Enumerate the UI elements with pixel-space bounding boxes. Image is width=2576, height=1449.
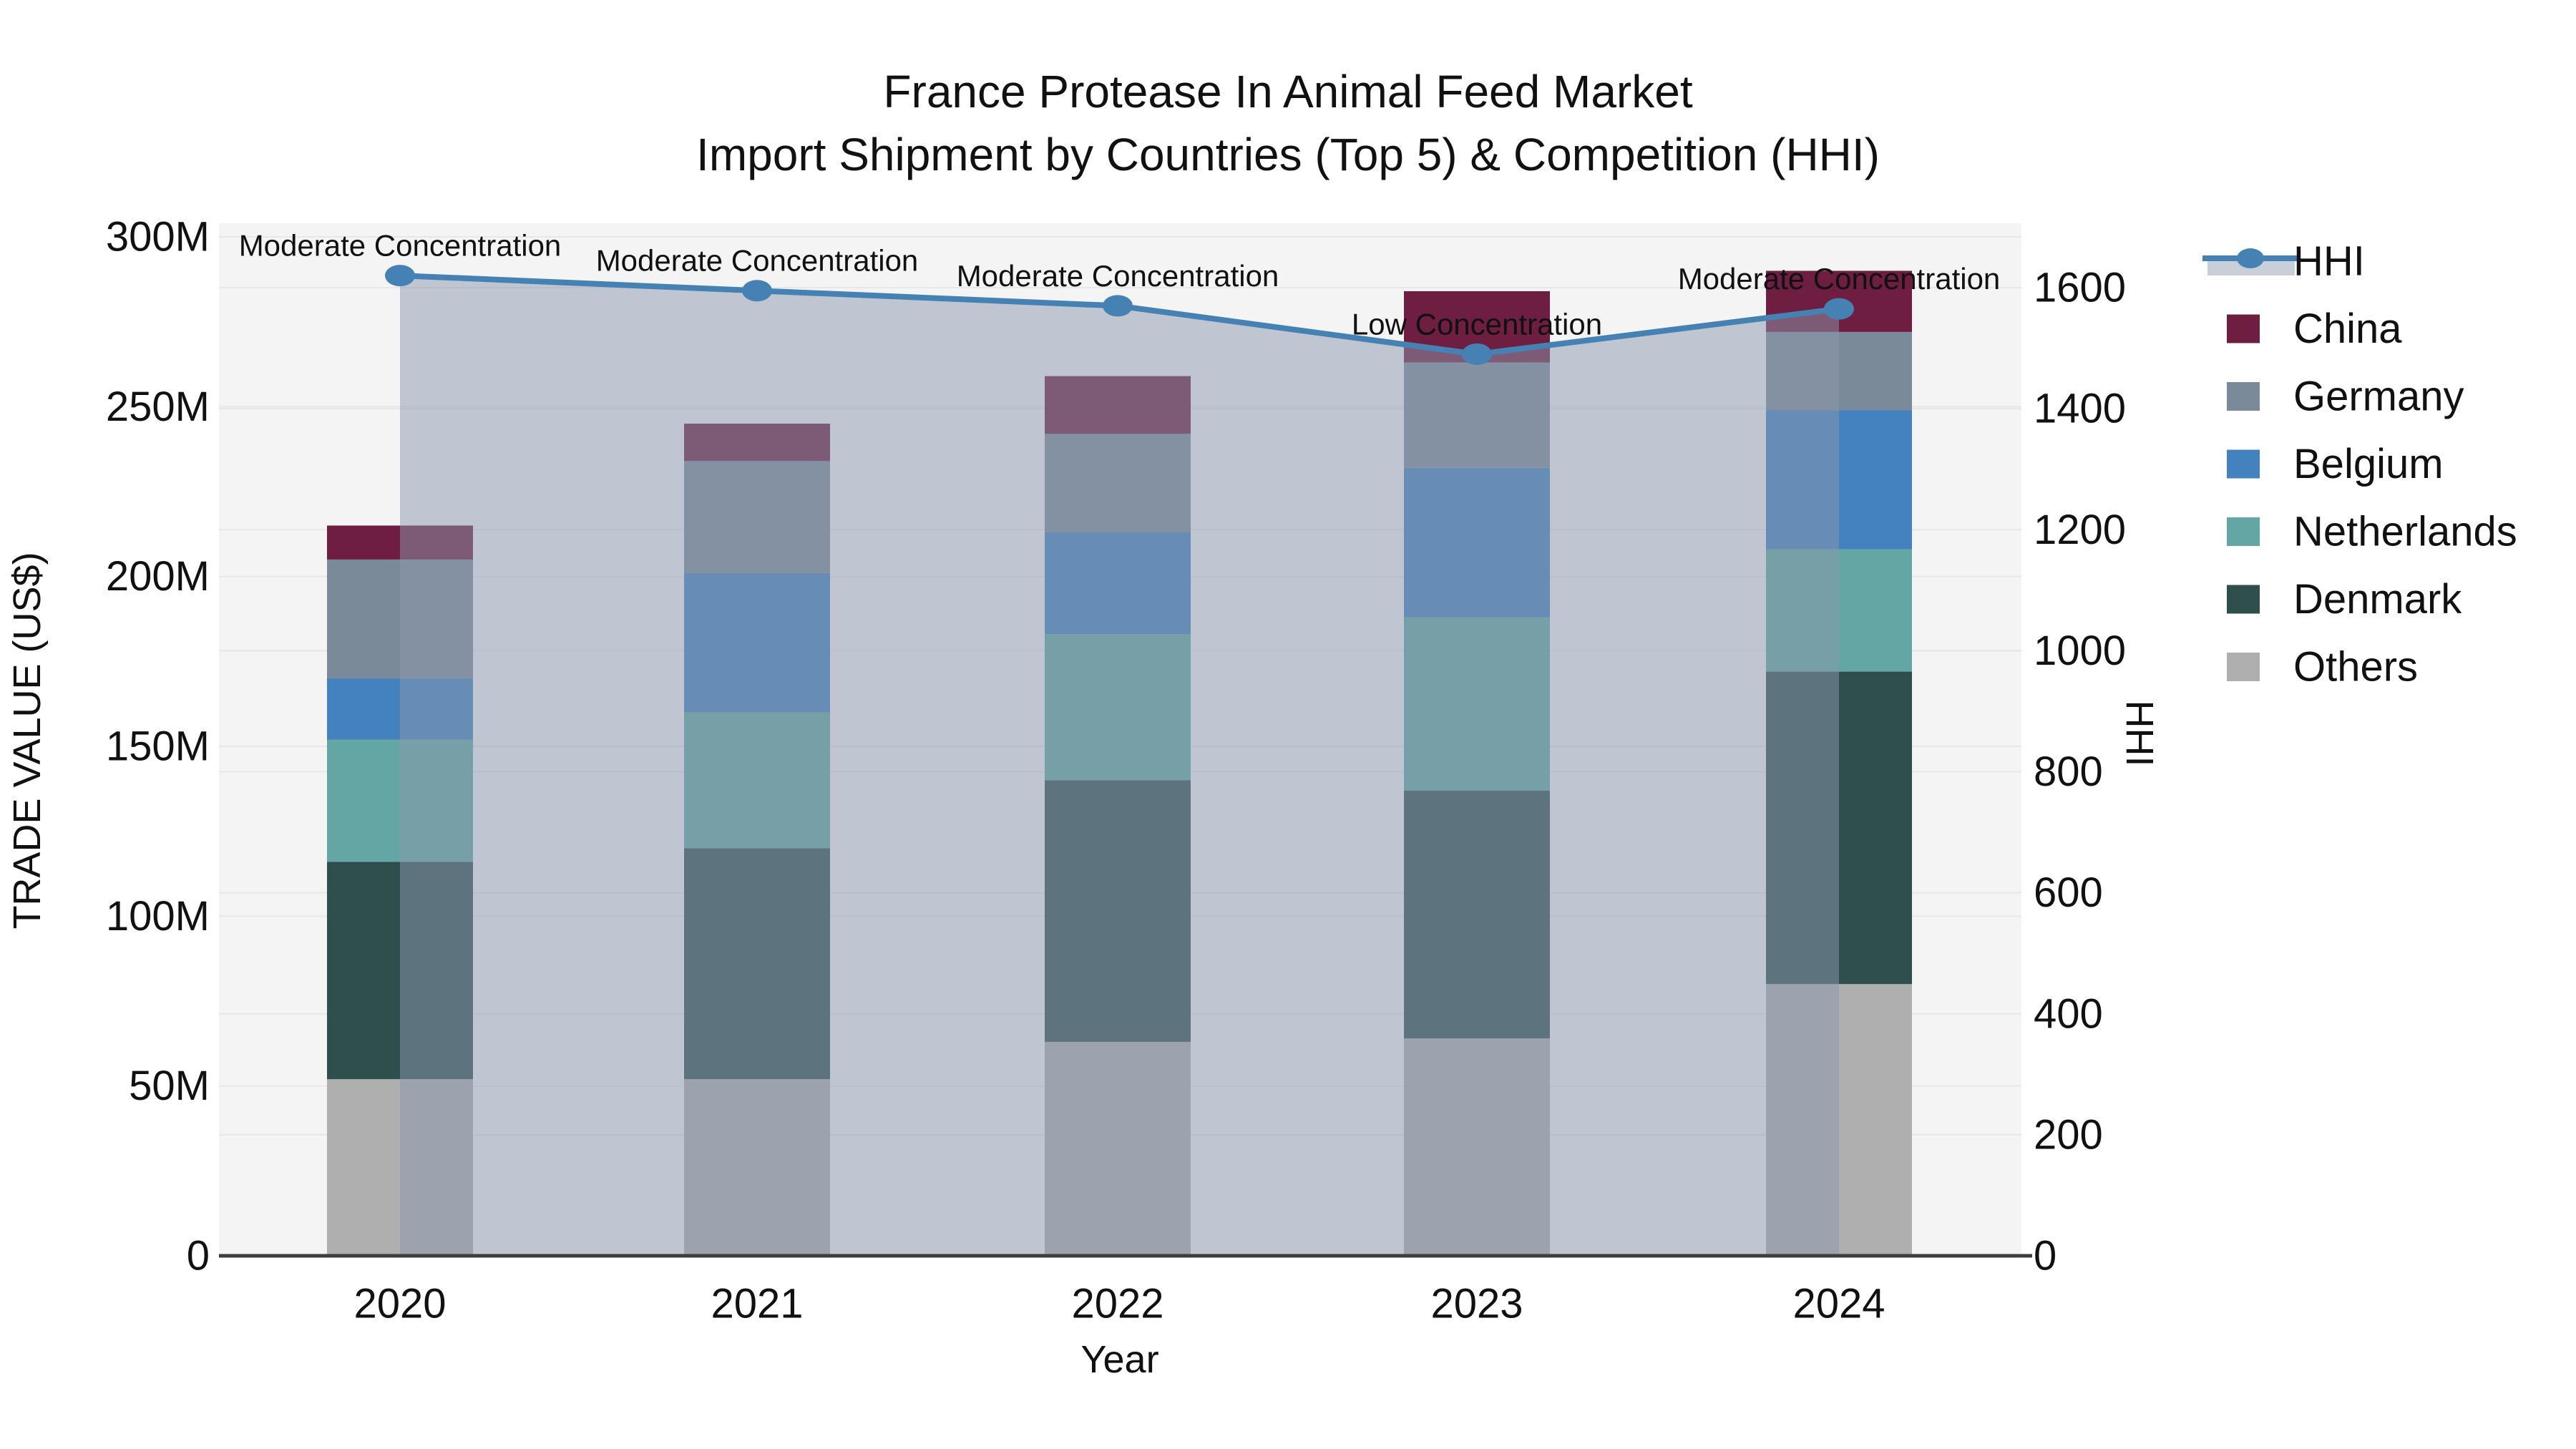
- left-tick-200M: 200M: [106, 553, 210, 600]
- annotation-2021: Moderate Concentration: [596, 244, 919, 278]
- x-axis-title: Year: [1080, 1338, 1159, 1381]
- x-tick-2020: 2020: [353, 1281, 446, 1327]
- right-axis-title: HHI: [2118, 700, 2161, 767]
- right-tick-1200: 1200: [2034, 507, 2126, 553]
- left-tick-300M: 300M: [106, 214, 210, 260]
- hhi-area-fill: [400, 275, 1839, 1256]
- right-tick-200: 200: [2034, 1111, 2103, 1158]
- legend-label-china: China: [2293, 306, 2402, 352]
- legend-item-netherlands[interactable]: Netherlands: [2227, 509, 2517, 555]
- right-tick-400: 400: [2034, 990, 2103, 1037]
- legend-swatch-netherlands: [2227, 517, 2260, 546]
- annotation-2020: Moderate Concentration: [239, 229, 562, 263]
- annotation-2023: Low Concentration: [1352, 308, 1602, 341]
- legend-swatch-china: [2227, 314, 2260, 343]
- legend-label-germany: Germany: [2293, 374, 2464, 420]
- legend-hhi-marker: [2237, 248, 2264, 268]
- left-tick-100M: 100M: [106, 893, 210, 940]
- legend-label-hhi: HHI: [2293, 238, 2365, 285]
- legend-item-germany[interactable]: Germany: [2227, 374, 2464, 420]
- legend-label-denmark: Denmark: [2293, 576, 2462, 623]
- legend-item-belgium[interactable]: Belgium: [2227, 441, 2444, 487]
- left-tick-50M: 50M: [129, 1063, 210, 1109]
- left-tick-0: 0: [187, 1233, 210, 1279]
- x-tick-2021: 2021: [711, 1281, 803, 1327]
- chart-title-line2: Import Shipment by Countries (Top 5) & C…: [696, 129, 1880, 180]
- legend-label-netherlands: Netherlands: [2293, 509, 2517, 555]
- legend-label-others: Others: [2293, 644, 2418, 691]
- hhi-marker-2023: [1462, 343, 1492, 366]
- legend-swatch-denmark: [2227, 585, 2260, 614]
- right-tick-600: 600: [2034, 869, 2103, 916]
- chart-title-line1: France Protease In Animal Feed Market: [883, 66, 1693, 117]
- legend-swatch-others: [2227, 653, 2260, 681]
- annotation-2022: Moderate Concentration: [957, 259, 1279, 293]
- legend-item-others[interactable]: Others: [2227, 644, 2418, 691]
- hhi-marker-2022: [1103, 295, 1133, 317]
- left-axis-title: TRADE VALUE (US$): [6, 552, 49, 930]
- x-tick-2024: 2024: [1792, 1281, 1885, 1327]
- left-tick-150M: 150M: [106, 723, 210, 770]
- hhi-marker-2021: [742, 280, 772, 302]
- right-tick-1400: 1400: [2034, 386, 2126, 432]
- right-tick-1000: 1000: [2034, 628, 2126, 674]
- legend-swatch-germany: [2227, 382, 2260, 411]
- legend-swatch-belgium: [2227, 449, 2260, 479]
- right-tick-800: 800: [2034, 748, 2103, 795]
- legend-item-china[interactable]: China: [2227, 306, 2402, 352]
- right-tick-1600: 1600: [2034, 265, 2126, 311]
- annotation-2024: Moderate Concentration: [1678, 262, 2001, 296]
- x-tick-2022: 2022: [1071, 1281, 1163, 1327]
- hhi-marker-2020: [385, 265, 415, 287]
- legend-item-denmark[interactable]: Denmark: [2227, 576, 2462, 623]
- x-tick-2023: 2023: [1430, 1281, 1523, 1327]
- left-tick-250M: 250M: [106, 384, 210, 430]
- legend-label-belgium: Belgium: [2293, 441, 2444, 487]
- chart-title: France Protease In Animal Feed Market Im…: [0, 60, 2576, 186]
- legend-item-hhi[interactable]: HHI: [2202, 238, 2365, 285]
- hhi-marker-2024: [1824, 298, 1854, 320]
- right-tick-0: 0: [2034, 1233, 2057, 1279]
